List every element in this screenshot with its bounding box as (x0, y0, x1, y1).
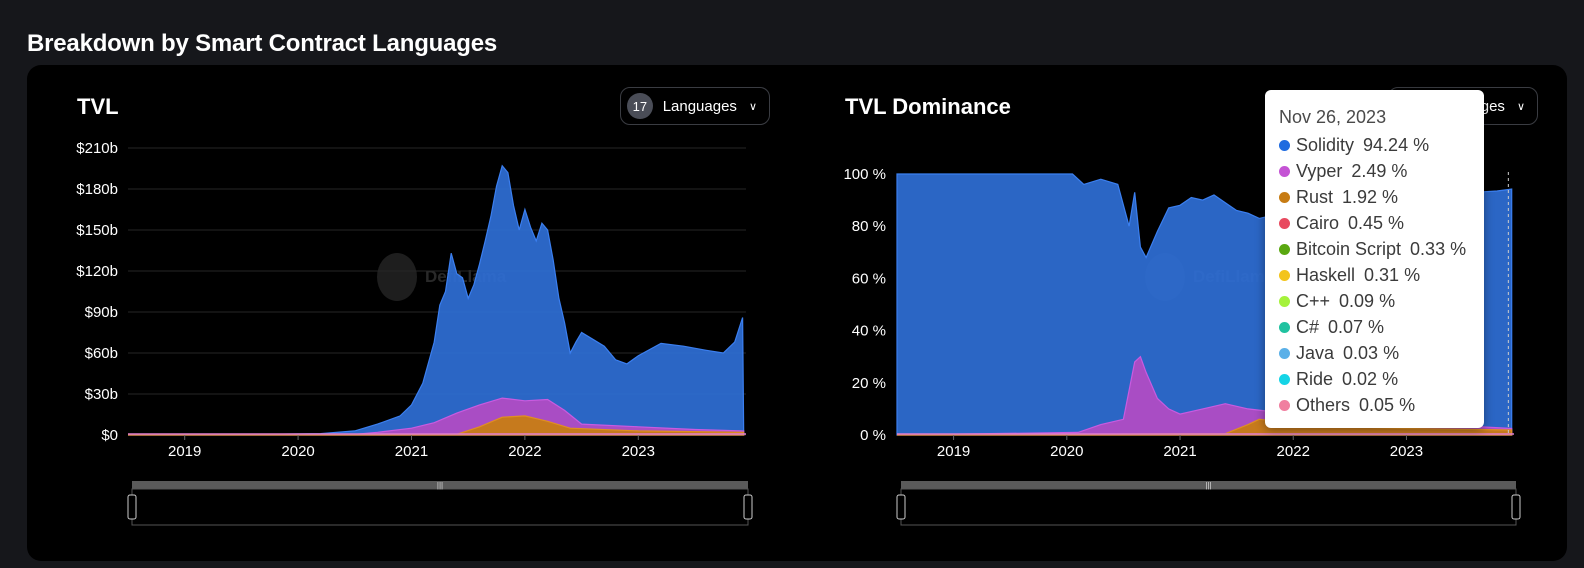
y-tick-label: $90b (85, 304, 118, 321)
range-slider-grip-icon: ||| (437, 481, 443, 490)
legend-dot-icon (1279, 165, 1290, 177)
languages-select-button[interactable]: 17 Languages ∨ (620, 87, 770, 125)
tooltip-series-name: Bitcoin Script (1296, 238, 1402, 259)
tooltip-series-value: 0.09 % (1339, 290, 1396, 311)
legend-dot-icon (1279, 243, 1290, 255)
area-series-vyper (127, 397, 745, 436)
tooltip-series-name: Ride (1296, 368, 1334, 389)
tooltip-row: Java 0.03 % (1279, 340, 1484, 366)
tooltip-row: C# 0.07 % (1279, 314, 1484, 340)
x-tick-label: 2019 (168, 443, 201, 460)
y-tick-label: $150b (76, 222, 118, 239)
legend-dot-icon (1279, 269, 1290, 281)
x-tick-label: 2021 (395, 443, 428, 460)
x-tick-label: 2020 (281, 443, 314, 460)
tooltip-row: Vyper 2.49 % (1279, 158, 1484, 184)
tooltip-series-value: 0.45 % (1348, 212, 1405, 233)
tooltip-series-value: 1.92 % (1342, 186, 1399, 207)
tooltip-date: Nov 26, 2023 (1279, 107, 1387, 127)
tvl-chart-title: TVL (77, 94, 119, 119)
legend-dot-icon (1279, 295, 1290, 307)
y-tick-label: $30b (85, 386, 118, 403)
tooltip-series-name: Others (1296, 394, 1351, 415)
dominance-languages-button-label: ges (1480, 97, 1505, 115)
y-tick-label: $180b (76, 181, 118, 198)
tooltip-series-name: Solidity (1296, 134, 1355, 155)
range-slider-handle[interactable] (743, 494, 753, 520)
legend-dot-icon (1279, 399, 1290, 411)
legend-dot-icon (1279, 347, 1290, 359)
watermark-dominance: DefiLlama (1145, 253, 1274, 301)
legend-dot-icon (1279, 321, 1290, 333)
tooltip-series-name: Cairo (1296, 212, 1340, 233)
tooltip-series-name: Haskell (1296, 264, 1356, 285)
tooltip-row: Cairo 0.45 % (1279, 210, 1484, 236)
legend-dot-icon (1279, 139, 1290, 151)
legend-dot-icon (1279, 373, 1290, 385)
tooltip-row: C++ 0.09 % (1279, 288, 1484, 314)
y-tick-label: $210b (76, 140, 118, 157)
chevron-down-icon: ∨ (748, 100, 757, 113)
chevron-down-icon: ∨ (1516, 100, 1525, 113)
defillama-logo-icon (1145, 253, 1185, 301)
y-tick-label: $60b (85, 345, 118, 362)
tooltip-series-name: Java (1296, 342, 1335, 363)
tooltip-series-name: Rust (1296, 186, 1334, 207)
tooltip-series-value: 0.33 % (1410, 238, 1467, 259)
tooltip-row: Haskell 0.31 % (1279, 262, 1484, 288)
tooltip-series-name: C# (1296, 316, 1320, 337)
tooltip-row: Rust 1.92 % (1279, 184, 1484, 210)
watermark-text: DefiLlama (1193, 267, 1275, 286)
tooltip-series-value: 0.03 % (1343, 342, 1400, 363)
tooltip-row: Solidity 94.24 % (1279, 132, 1484, 158)
x-tick-label: 2023 (622, 443, 655, 460)
tooltip-series-value: 0.05 % (1359, 394, 1416, 415)
tooltip-row: Ride 0.02 % (1279, 366, 1484, 392)
tooltip-series-value: 0.31 % (1364, 264, 1421, 285)
range-slider-track (132, 481, 748, 489)
legend-dot-icon (1279, 191, 1290, 203)
legend-dot-icon (1279, 217, 1290, 229)
tooltip-series-value: 2.49 % (1351, 160, 1408, 181)
tooltip-series-value: 0.02 % (1342, 368, 1399, 389)
y-tick-label: $120b (76, 263, 118, 280)
chart-tooltip: Nov 26, 2023 Solidity 94.24 % Vyper 2.49 % R… (1265, 90, 1484, 428)
area-series-solidity (127, 164, 745, 436)
tooltip-row: Bitcoin Script 0.33 % (1279, 236, 1484, 262)
tooltip-series-name: Vyper (1296, 160, 1343, 181)
tooltip-series-value: 94.24 % (1363, 134, 1430, 155)
language-count-badge: 17 (627, 93, 653, 119)
range-slider-window (131, 488, 749, 526)
tooltip-row: Others 0.05 % (1279, 392, 1484, 418)
range-slider-handle[interactable] (127, 494, 137, 520)
page-title: Breakdown by Smart Contract Languages (27, 30, 498, 57)
tooltip-series-name: C++ (1296, 290, 1331, 311)
tooltip-rows: Solidity 94.24 % Vyper 2.49 % Rust 1.92 % Cair… (1279, 132, 1484, 418)
y-tick-label: $0 (101, 427, 118, 444)
tooltip-series-value: 0.07 % (1328, 316, 1385, 337)
x-tick-label: 2022 (508, 443, 541, 460)
tvl-dominance-chart-title: TVL Dominance (845, 94, 1011, 119)
languages-button-label: Languages (662, 97, 737, 115)
defillama-logo-icon (377, 253, 417, 301)
area-series-rust (127, 415, 745, 436)
